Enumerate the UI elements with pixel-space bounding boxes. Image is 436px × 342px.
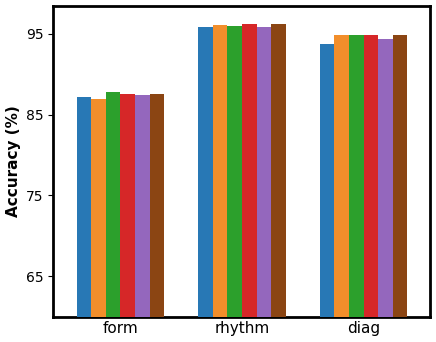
Bar — [120, 94, 135, 342]
Bar — [213, 25, 227, 342]
Bar — [378, 39, 393, 342]
Bar — [349, 35, 364, 342]
Bar — [91, 99, 106, 342]
Bar — [334, 36, 349, 342]
Bar — [198, 27, 213, 342]
Bar — [242, 24, 256, 342]
Bar — [106, 92, 120, 342]
Y-axis label: Accuracy (%): Accuracy (%) — [6, 105, 20, 217]
Bar — [271, 24, 286, 342]
Bar — [135, 95, 150, 342]
Bar — [393, 35, 407, 342]
Bar — [256, 27, 271, 342]
Bar — [227, 26, 242, 342]
Bar — [364, 36, 378, 342]
Bar — [150, 94, 164, 342]
Bar — [320, 43, 334, 342]
Bar — [77, 97, 91, 342]
